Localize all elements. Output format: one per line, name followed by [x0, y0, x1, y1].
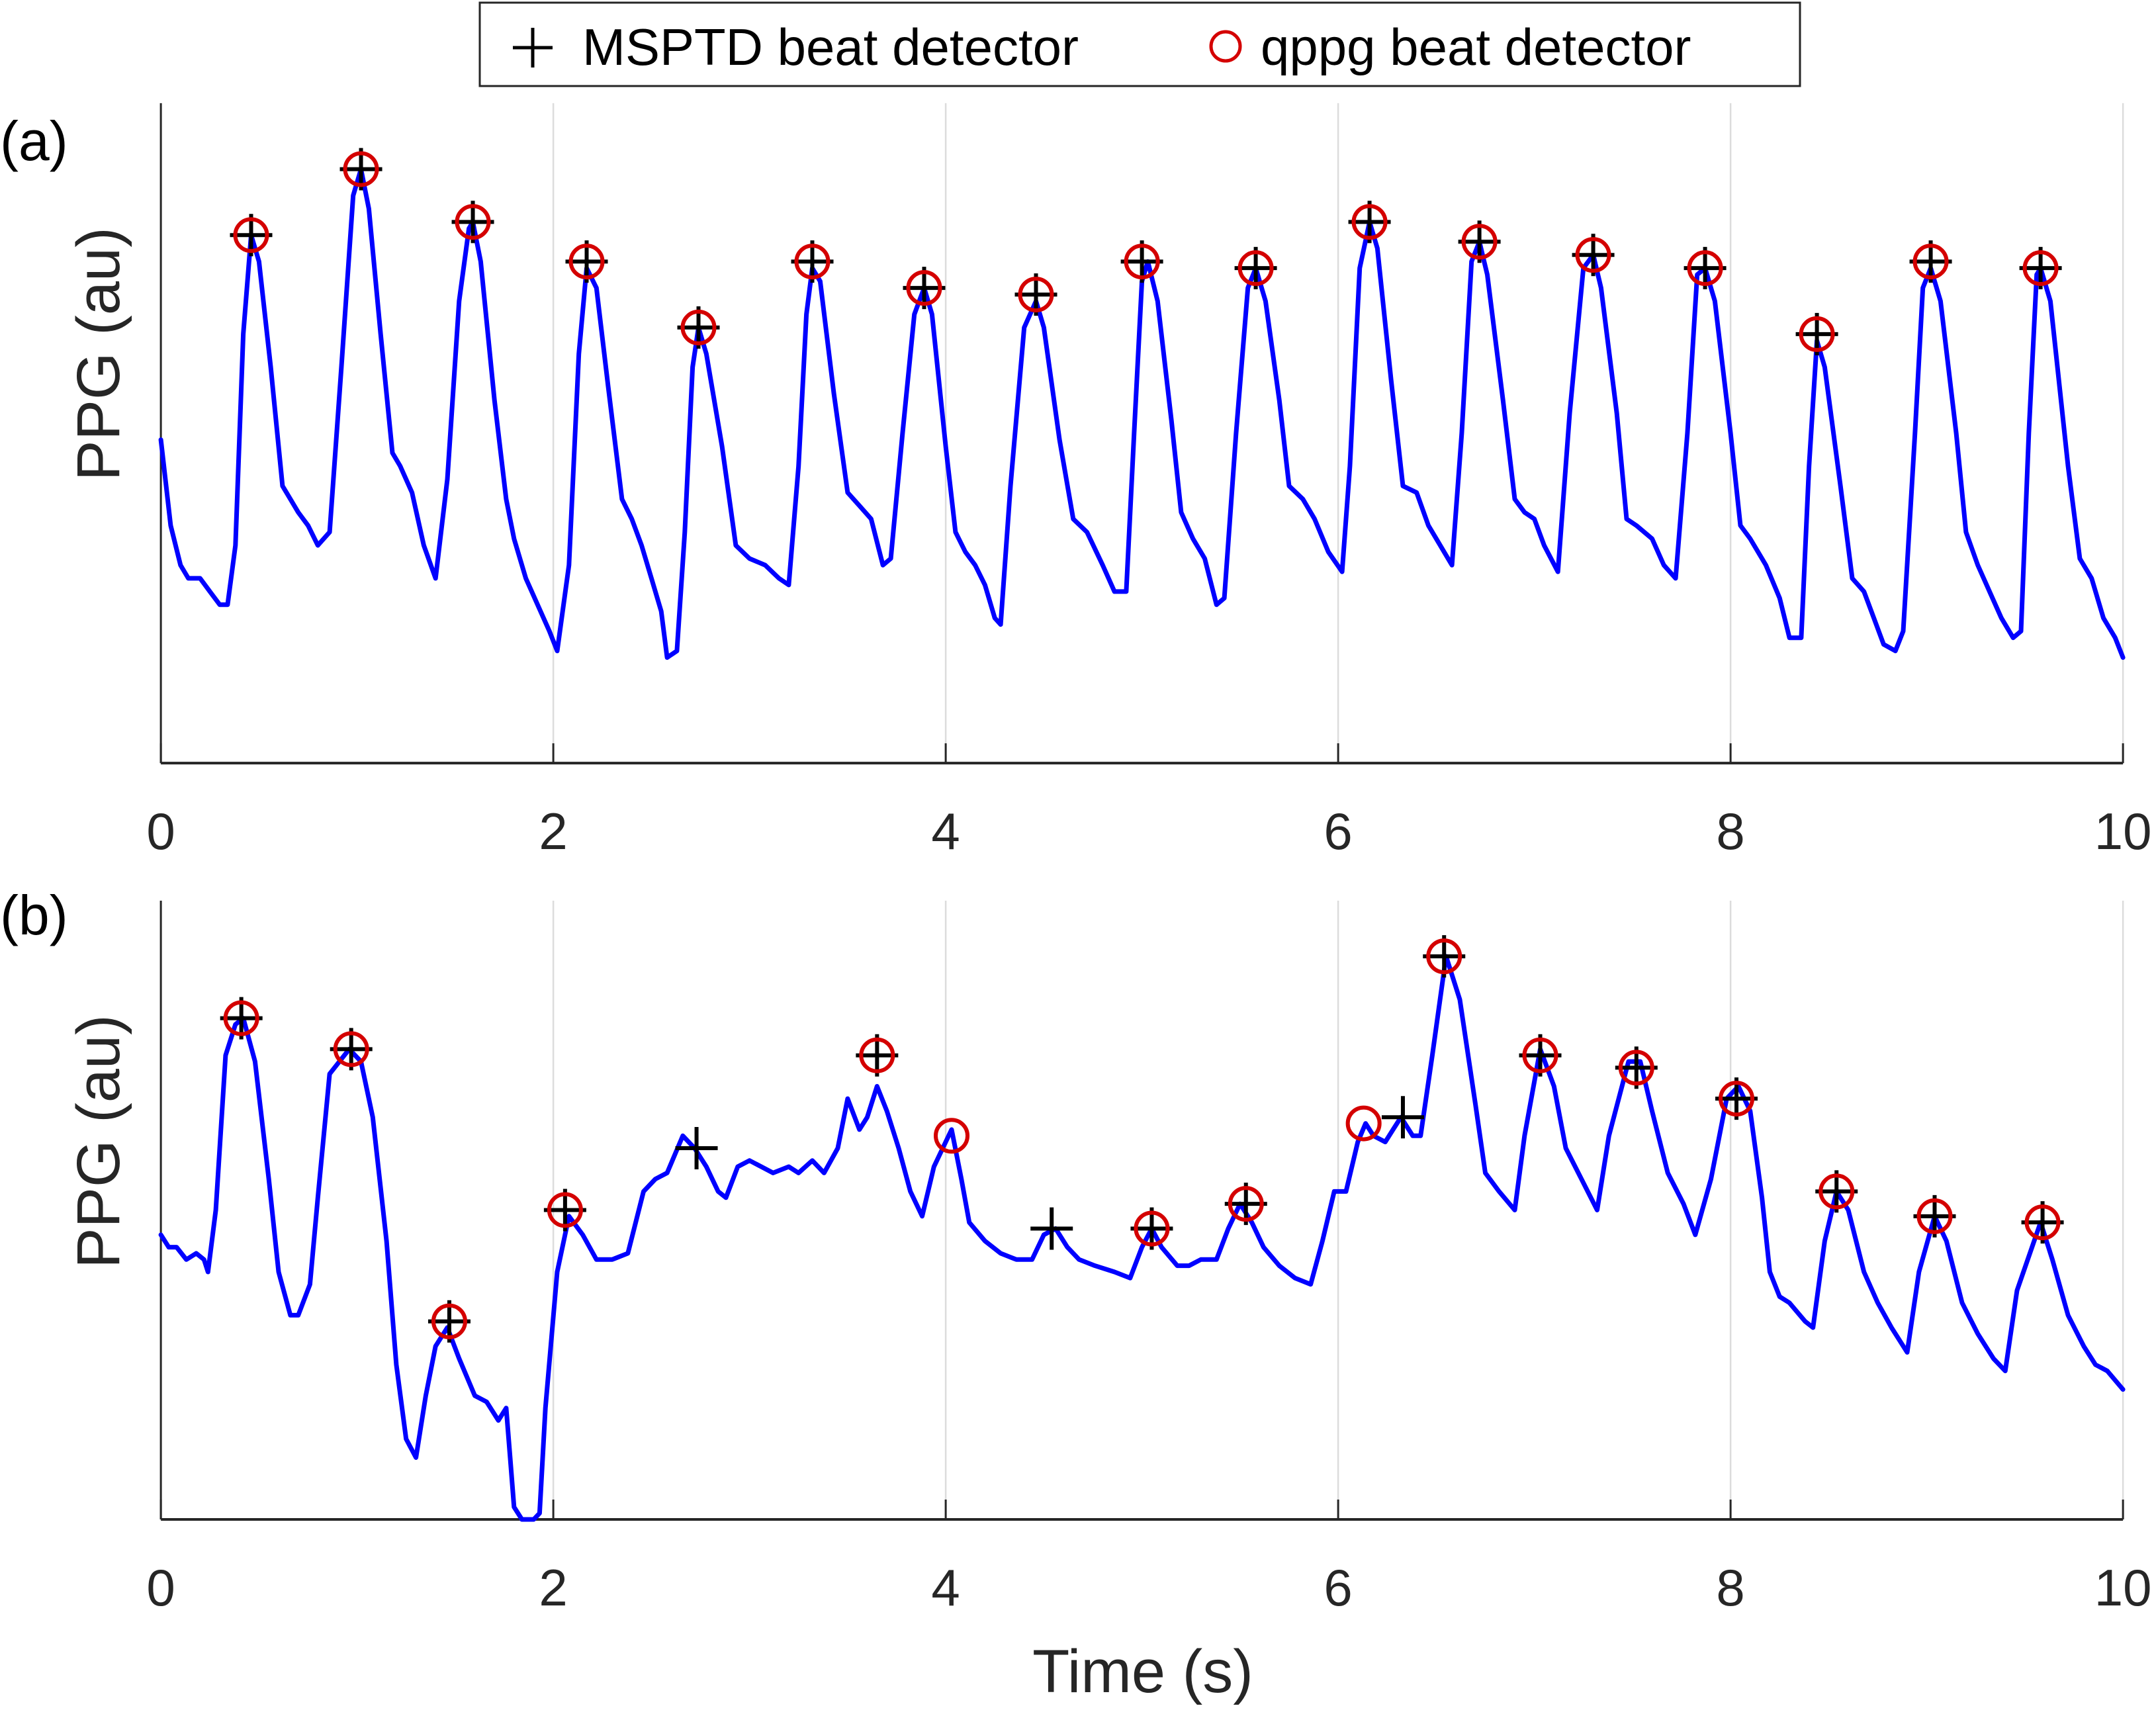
x-tick-labels-a: 0 2 4 6 8 10 [146, 802, 2151, 860]
qppg-beat-marker [431, 1303, 467, 1339]
panel-label-a: (a) [0, 110, 68, 172]
y-axis-label-b: PPG (au) [65, 1014, 132, 1268]
legend: MSPTD beat detector qppg beat detector [478, 1, 1801, 87]
x-tick-label: 4 [931, 802, 960, 860]
x-tick-label: 2 [539, 1558, 567, 1617]
x-tick-label: 0 [146, 1558, 175, 1617]
x-tick-label: 2 [539, 802, 567, 860]
series-a [158, 167, 2126, 660]
qppg-beat-marker [1575, 237, 1611, 273]
legend-label-qppg: qppg beat detector [1261, 18, 1691, 76]
x-tick-label: 6 [1324, 1558, 1352, 1617]
qppg-beat-marker [1522, 1037, 1558, 1073]
markers-b [220, 935, 2064, 1343]
legend-label-msptd: MSPTD beat detector [582, 18, 1079, 76]
plus-marker-icon [513, 28, 553, 68]
qppg-beat-marker [1912, 244, 1949, 280]
qppg-beat-marker [680, 309, 717, 345]
qppg-beat-marker [1461, 224, 1498, 260]
grid-lines-b [552, 900, 2124, 1519]
msptd-beat-marker [1381, 1096, 1424, 1139]
qppg-beat-marker [1799, 316, 1835, 352]
msptd-beat-marker [675, 1126, 718, 1169]
series-b [158, 954, 2126, 1522]
qppg-beat-marker [1819, 1173, 1855, 1210]
circle-marker-icon [1209, 30, 1242, 63]
qppg-beat-marker [1018, 277, 1054, 313]
x-axis-label-b: Time (s) [1032, 1638, 1253, 1705]
qppg-beat-marker [343, 151, 379, 187]
qppg-beat-marker [2022, 250, 2059, 287]
x-tick-label: 4 [931, 1558, 960, 1617]
qppg-beat-marker [794, 244, 831, 280]
axes-b [159, 900, 2124, 1521]
qppg-beat-marker [934, 1118, 970, 1154]
qppg-beat-marker [1618, 1050, 1654, 1086]
legend-box [478, 1, 1801, 87]
x-tick-label: 8 [1716, 1558, 1744, 1617]
qppg-beat-marker [233, 217, 269, 253]
qppg-beat-marker [906, 270, 942, 306]
axes-a [159, 103, 2124, 765]
y-axis-label-a: PPG (au) [65, 227, 132, 480]
legend-item-msptd: MSPTD beat detector [513, 18, 1079, 76]
grid-lines-a [552, 103, 2124, 764]
panel-label-b: (b) [0, 884, 68, 946]
qppg-beat-marker [1687, 250, 1723, 287]
qppg-beat-marker [2024, 1204, 2061, 1241]
qppg-beat-marker [1351, 204, 1388, 240]
qppg-beat-marker [223, 1000, 259, 1036]
qppg-beat-marker [1426, 938, 1462, 975]
panel-b: (b) 0 2 4 6 8 10 PPG (au) Time (s) [0, 884, 2152, 1705]
panel-a: (a) 0 2 4 6 8 10 PPG (au) [0, 103, 2152, 860]
x-tick-label: 0 [146, 802, 175, 860]
qppg-beat-marker [568, 244, 605, 280]
qppg-beat-marker [547, 1192, 583, 1228]
qppg-beat-marker [859, 1037, 895, 1073]
qppg-beat-marker [1719, 1081, 1755, 1117]
markers-a [230, 148, 2062, 355]
ppg-signal-line [158, 954, 2126, 1522]
qppg-beat-marker [1345, 1105, 1382, 1142]
x-tick-labels-b: 0 2 4 6 8 10 [146, 1558, 2151, 1617]
x-tick-label: 8 [1716, 802, 1744, 860]
msptd-beat-marker [1030, 1207, 1073, 1250]
qppg-beat-marker [333, 1031, 369, 1067]
qppg-beat-marker [1124, 244, 1160, 280]
x-tick-label: 10 [2094, 802, 2152, 860]
qppg-beat-marker [1228, 1186, 1264, 1222]
x-tick-label: 10 [2094, 1558, 2152, 1617]
qppg-beat-marker [455, 204, 491, 240]
qppg-beat-marker [1916, 1198, 1953, 1234]
ppg-signal-line [158, 167, 2126, 660]
qppg-beat-marker [1237, 250, 1274, 287]
qppg-beat-marker [1134, 1210, 1170, 1247]
legend-item-qppg: qppg beat detector [1209, 18, 1691, 76]
x-tick-label: 6 [1324, 802, 1352, 860]
